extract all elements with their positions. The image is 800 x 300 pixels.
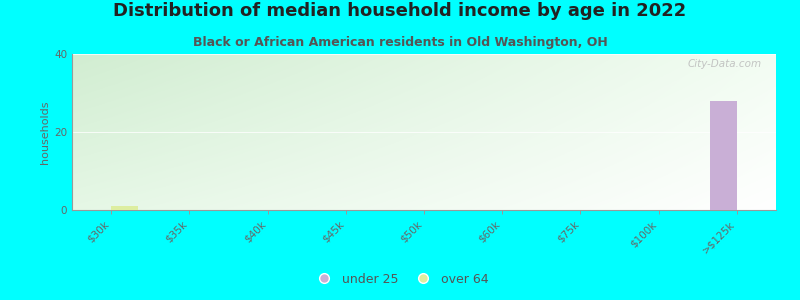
Y-axis label: households: households (40, 100, 50, 164)
Text: City-Data.com: City-Data.com (688, 59, 762, 69)
Bar (111, 206, 138, 210)
Legend: under 25, over 64: under 25, over 64 (306, 268, 494, 291)
Text: Distribution of median household income by age in 2022: Distribution of median household income … (114, 2, 686, 20)
Text: Black or African American residents in Old Washington, OH: Black or African American residents in O… (193, 36, 607, 49)
Bar (710, 101, 737, 210)
